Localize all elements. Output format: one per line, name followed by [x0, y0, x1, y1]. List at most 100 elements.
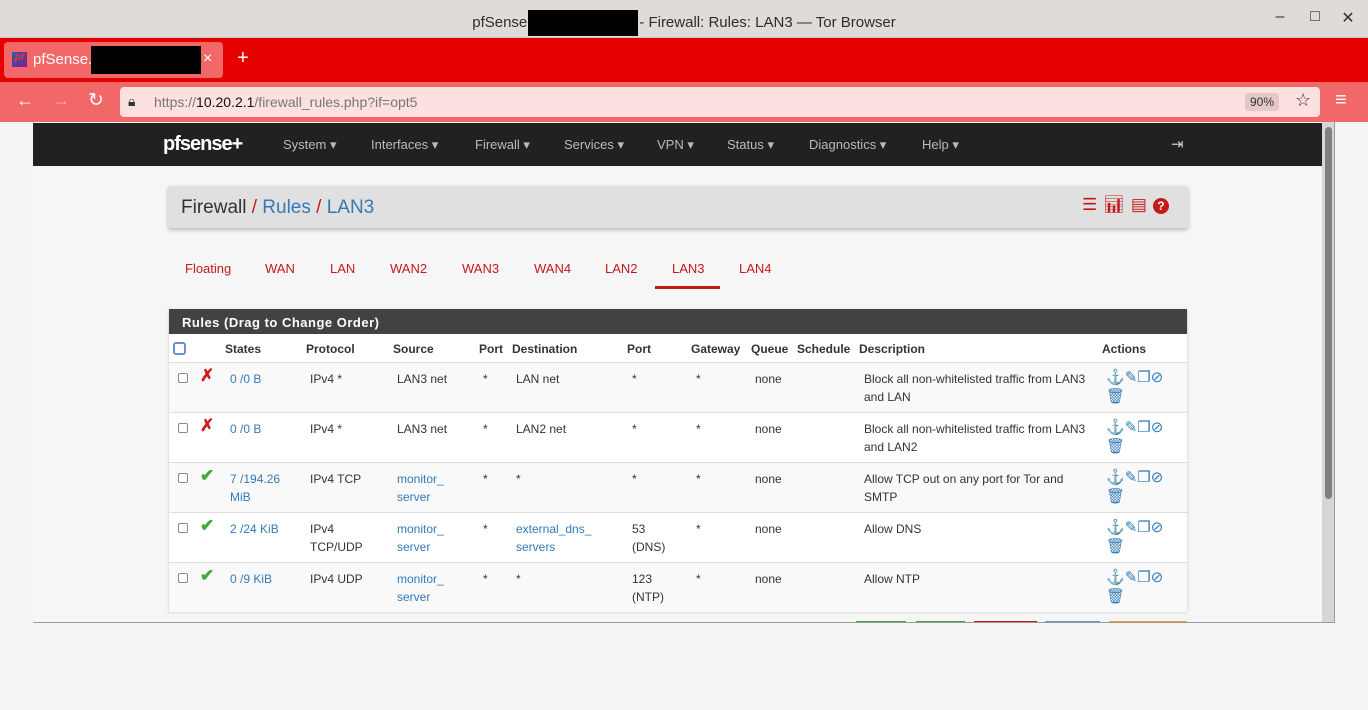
edit-pencil-icon[interactable]: ✎ [1124, 469, 1138, 486]
rule-row[interactable]: ✔ 7 /194.26 MiB IPv4 TCP monitor_ server * * *… [169, 462, 1187, 512]
menu-button[interactable]: ≡ [1335, 89, 1347, 111]
pfsense-logo[interactable]: pfsense+ [163, 133, 243, 155]
block-x-icon[interactable]: ✗ [200, 416, 215, 435]
column-header[interactable]: Source [393, 342, 434, 356]
column-header[interactable]: Port [627, 342, 651, 356]
add-top-button[interactable] [856, 621, 906, 622]
breadcrumb-lan3[interactable]: LAN3 [326, 197, 375, 218]
tab-lan4[interactable]: LAN4 [739, 261, 772, 276]
rule-checkbox[interactable] [178, 423, 188, 433]
breadcrumb-rules[interactable]: Rules [262, 197, 311, 218]
copy-icon[interactable]: ❐ [1137, 469, 1151, 486]
rule-row[interactable]: ✔ 0 /9 KiB IPv4 UDP monitor_ server * * 123 (N… [169, 562, 1187, 612]
delete-trash-icon[interactable]: 🗑︎ [1106, 538, 1126, 555]
rule-states[interactable]: 7 /194.26 MiB [230, 472, 281, 504]
nav-vpn[interactable]: VPN ▾ [657, 137, 694, 152]
rule-destination[interactable]: external_dns_ servers [516, 522, 592, 554]
tab-lan3[interactable]: LAN3 [672, 261, 705, 276]
insecure-lock-icon[interactable]: 🔒︎ [128, 93, 136, 109]
new-tab-button[interactable]: + [237, 47, 249, 69]
edit-pencil-icon[interactable]: ✎ [1124, 369, 1138, 386]
column-header[interactable]: Description [859, 342, 926, 356]
copy-icon[interactable]: ❐ [1137, 419, 1151, 436]
traffic-graph-icon[interactable]: 📊︎ [1103, 195, 1131, 214]
rule-row[interactable]: ✗ 0 /0 B IPv4 * LAN3 net * LAN2 net * * none Bloc… [169, 412, 1187, 462]
anchor-icon[interactable]: ⚓ [1106, 519, 1125, 536]
tab-wan3[interactable]: WAN3 [462, 261, 500, 276]
rule-source[interactable]: monitor_ server [397, 522, 444, 554]
rule-states[interactable]: 0 /9 KiB [230, 572, 273, 586]
column-header[interactable]: Protocol [306, 342, 355, 356]
delete-button[interactable] [974, 621, 1037, 622]
nav-diagnostics[interactable]: Diagnostics ▾ [809, 137, 887, 152]
bookmark-star-icon[interactable]: ☆ [1295, 90, 1312, 110]
log-list-icon[interactable]: ▤ [1130, 195, 1153, 214]
column-header[interactable]: Schedule [797, 342, 851, 356]
save-button[interactable] [1109, 621, 1187, 622]
reload-button[interactable]: ↻ [88, 90, 104, 111]
column-header[interactable]: Queue [751, 342, 789, 356]
nav-help[interactable]: Help ▾ [922, 137, 959, 152]
edit-pencil-icon[interactable]: ✎ [1124, 569, 1138, 586]
maximize-button[interactable]: □ [1310, 8, 1320, 25]
tab-wan4[interactable]: WAN4 [534, 261, 572, 276]
rule-row[interactable]: ✗ 0 /0 B IPv4 * LAN3 net * LAN net * * none Block… [169, 362, 1187, 412]
disable-icon[interactable]: ⊘ [1150, 469, 1164, 486]
delete-trash-icon[interactable]: 🗑︎ [1106, 438, 1126, 455]
toggle-button[interactable] [1045, 621, 1100, 622]
column-header[interactable]: Actions [1102, 342, 1147, 356]
disable-icon[interactable]: ⊘ [1150, 369, 1164, 386]
browser-tab[interactable]: pf pfSense. × [4, 42, 223, 78]
tab-close-button[interactable]: × [203, 50, 213, 67]
back-button[interactable]: ← [16, 90, 34, 110]
column-header[interactable]: Port [479, 342, 503, 356]
column-header[interactable]: Destination [512, 342, 578, 356]
edit-pencil-icon[interactable]: ✎ [1124, 519, 1138, 536]
delete-trash-icon[interactable]: 🗑︎ [1106, 388, 1126, 405]
logout-icon[interactable]: ⇥ [1171, 136, 1184, 153]
scrollbar-thumb[interactable] [1325, 127, 1332, 499]
nav-status[interactable]: Status ▾ [727, 137, 774, 152]
tab-floating[interactable]: Floating [185, 261, 232, 276]
anchor-icon[interactable]: ⚓ [1106, 569, 1125, 586]
tab-wan2[interactable]: WAN2 [390, 261, 428, 276]
minimize-button[interactable]: – [1275, 8, 1285, 25]
copy-icon[interactable]: ❐ [1137, 519, 1151, 536]
block-x-icon[interactable]: ✗ [200, 366, 215, 385]
rule-states[interactable]: 0 /0 B [230, 372, 262, 386]
edit-pencil-icon[interactable]: ✎ [1124, 419, 1138, 436]
forward-button[interactable]: → [52, 90, 70, 110]
help-icon[interactable]: ? [1152, 198, 1169, 214]
nav-firewall[interactable]: Firewall ▾ [475, 137, 530, 152]
tab-wan[interactable]: WAN [265, 261, 295, 276]
settings-sliders-icon[interactable]: ☰ [1082, 195, 1104, 214]
delete-trash-icon[interactable]: 🗑︎ [1106, 488, 1126, 505]
add-bottom-button[interactable] [916, 621, 965, 622]
nav-services[interactable]: Services ▾ [564, 137, 624, 152]
url-bar[interactable]: 🔒︎ https://10.20.2.1/firewall_rules.php?… [120, 87, 1320, 117]
disable-icon[interactable]: ⊘ [1150, 419, 1164, 436]
zoom-level[interactable]: 90% [1245, 93, 1280, 111]
tab-lan[interactable]: LAN [330, 261, 356, 276]
pass-check-icon[interactable]: ✔ [200, 566, 215, 585]
rule-checkbox[interactable] [178, 573, 188, 583]
pass-check-icon[interactable]: ✔ [200, 516, 215, 535]
rule-checkbox[interactable] [178, 523, 188, 533]
rule-checkbox[interactable] [178, 373, 188, 383]
nav-system[interactable]: System ▾ [283, 137, 337, 152]
rule-source[interactable]: monitor_ server [397, 572, 444, 604]
rule-checkbox[interactable] [178, 473, 188, 483]
close-window-button[interactable]: ✕ [1341, 10, 1355, 27]
rule-states[interactable]: 2 /24 KiB [230, 522, 279, 536]
rule-source[interactable]: monitor_ server [397, 472, 444, 504]
rule-row[interactable]: ✔ 2 /24 KiB IPv4 TCP/UDP monitor_ server * ex… [169, 512, 1187, 562]
nav-interfaces[interactable]: Interfaces ▾ [371, 137, 439, 152]
copy-icon[interactable]: ❐ [1137, 369, 1151, 386]
column-header[interactable]: States [225, 342, 262, 356]
tab-lan2[interactable]: LAN2 [605, 261, 638, 276]
disable-icon[interactable]: ⊘ [1150, 519, 1164, 536]
delete-trash-icon[interactable]: 🗑︎ [1106, 588, 1126, 605]
select-all-checkbox[interactable] [173, 342, 186, 355]
column-header[interactable]: Gateway [691, 342, 741, 356]
disable-icon[interactable]: ⊘ [1150, 569, 1164, 586]
